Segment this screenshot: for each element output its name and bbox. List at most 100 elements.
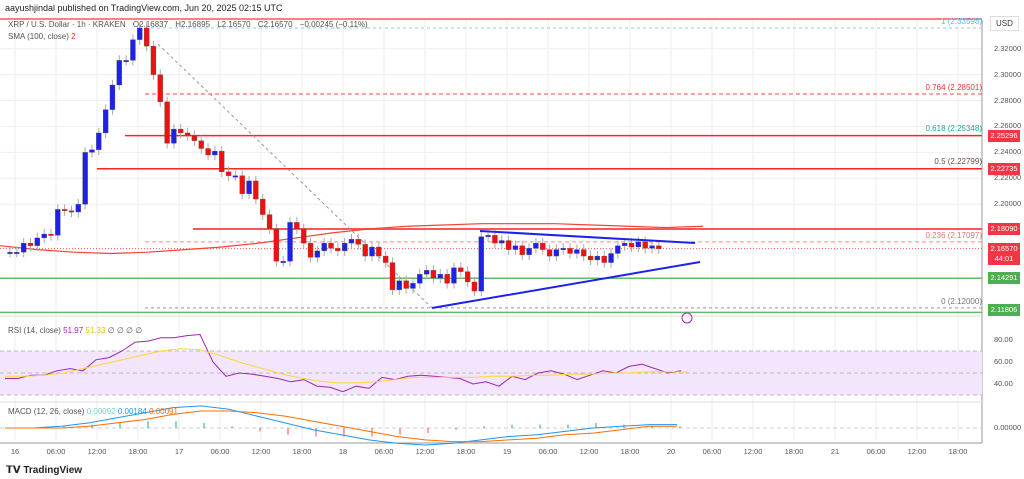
price-tag[interactable]: 2.18090: [988, 222, 1020, 235]
time-axis-label: 19: [502, 447, 512, 456]
candle-up: [369, 246, 375, 257]
candle-down: [273, 228, 280, 262]
candle-down: [307, 242, 314, 258]
countdown: 44:01: [994, 253, 1014, 263]
candle-up: [574, 249, 580, 254]
sma-label: SMA (100, close): [8, 32, 69, 41]
macd-hist-value: 0.00092: [86, 407, 116, 416]
time-axis-label: 21: [830, 447, 840, 456]
candle-down: [355, 239, 361, 245]
candle-down: [27, 242, 34, 246]
currency-button[interactable]: USD: [990, 16, 1019, 31]
rsi-legend[interactable]: RSI (14, close) 51.97 51.33 ∅ ∅ ∅ ∅: [8, 326, 142, 335]
candle-down: [471, 281, 478, 292]
candle-down: [266, 214, 273, 230]
candle-up: [608, 253, 614, 263]
candle-up: [417, 274, 423, 284]
candle-up: [41, 233, 47, 239]
fib-level-label: 0.764 (2.28501): [925, 83, 983, 93]
fib-level-label: 0.236 (2.17097): [925, 230, 983, 240]
candle-up: [287, 222, 293, 262]
candle-up: [130, 39, 136, 61]
candle-up: [622, 242, 628, 246]
price-tag[interactable]: 2.25296: [988, 129, 1020, 142]
candle-down: [260, 198, 266, 215]
candle-down: [642, 241, 648, 249]
rsi-axis-label: 80.00: [994, 335, 1013, 344]
candle-down: [335, 248, 341, 252]
ohlc-change: −0.00245 (−0.11%): [299, 20, 368, 29]
candle-down: [362, 244, 368, 257]
candle-down: [389, 262, 396, 290]
candle-up: [410, 283, 416, 289]
rsi-ma-value: 51.33: [85, 326, 106, 335]
candle-down: [178, 128, 184, 134]
candle-down: [48, 233, 54, 236]
candle-up: [212, 150, 218, 156]
candle-down: [191, 135, 198, 141]
sma-legend[interactable]: SMA (100, close) 2: [8, 32, 76, 41]
candle-up: [102, 109, 109, 134]
sma-line: [0, 223, 704, 255]
candle-down: [403, 280, 409, 289]
candle-down: [601, 255, 607, 263]
sma-value: 2: [71, 32, 76, 41]
candle-up: [314, 250, 321, 258]
candle-down: [376, 246, 382, 257]
tradingview-logo[interactable]: 𝗧𝗩 TradingView: [6, 465, 82, 476]
fib-level-label: 1 (2.33598): [941, 17, 982, 26]
candle-up: [34, 237, 40, 246]
publisher-line: aayushjindal published on TradingView.co…: [5, 3, 283, 13]
candle-up: [499, 240, 505, 244]
rsi-line: [5, 333, 682, 393]
price-axis-label: 2.26000: [994, 121, 1022, 131]
candle-down: [546, 249, 553, 257]
candle-down: [68, 210, 75, 213]
price-tag[interactable]: 2.11806: [988, 304, 1020, 317]
time-axis-label: 06:00: [866, 447, 886, 456]
rsi-axis-label: 60.00: [994, 357, 1013, 366]
candle-down: [328, 242, 334, 249]
candle-down: [301, 228, 307, 244]
candle-up: [7, 252, 13, 254]
candle-down: [219, 150, 225, 172]
candle-up: [649, 245, 655, 249]
candle-down: [430, 270, 437, 279]
candle-up: [478, 236, 484, 292]
price-axis-label: 2.32000: [994, 43, 1022, 53]
event-icon: [681, 312, 693, 324]
candle-up: [321, 242, 327, 252]
time-axis-label: 12:00: [579, 447, 599, 456]
candle-down: [198, 140, 204, 149]
price-axis-label: 2.20000: [994, 199, 1022, 209]
macd-label: MACD (12, 26, close): [8, 407, 85, 416]
candle-down: [382, 255, 389, 263]
macd-legend[interactable]: MACD (12, 26, close) 0.00092 0.00184 0.0…: [8, 407, 178, 416]
macd-axis-label: 0.00000: [994, 423, 1022, 432]
candle-up: [451, 267, 457, 284]
time-axis-label: 12:00: [743, 447, 763, 456]
candle-up: [89, 149, 95, 153]
price-tag[interactable]: 2.14291: [988, 272, 1020, 285]
candle-up: [21, 242, 27, 253]
candle-down: [444, 274, 450, 284]
candle-up: [594, 255, 601, 261]
symbol-legend: XRP / U.S. Dollar · 1h · KRAKEN O2.16837…: [8, 20, 373, 29]
candle-down: [581, 249, 587, 257]
time-axis-label: 06:00: [538, 447, 558, 456]
price-axis-label: 2.30000: [994, 69, 1022, 79]
branding-text: TradingView: [23, 465, 83, 476]
candle-up: [342, 242, 348, 252]
price-tag[interactable]: 2.16570 44:01: [988, 242, 1020, 265]
candle-up: [512, 245, 519, 250]
rsi-axis-label: 40.00: [994, 379, 1013, 388]
candle-up: [116, 60, 122, 86]
candle-down: [458, 267, 464, 272]
candle-up: [396, 280, 402, 290]
time-axis-label: 12:00: [415, 447, 435, 456]
fib-level-label: 0.618 (2.25348): [925, 123, 983, 133]
signal-line: [5, 410, 677, 443]
candle-down: [253, 180, 259, 200]
price-tag[interactable]: 2.22735: [988, 162, 1020, 175]
